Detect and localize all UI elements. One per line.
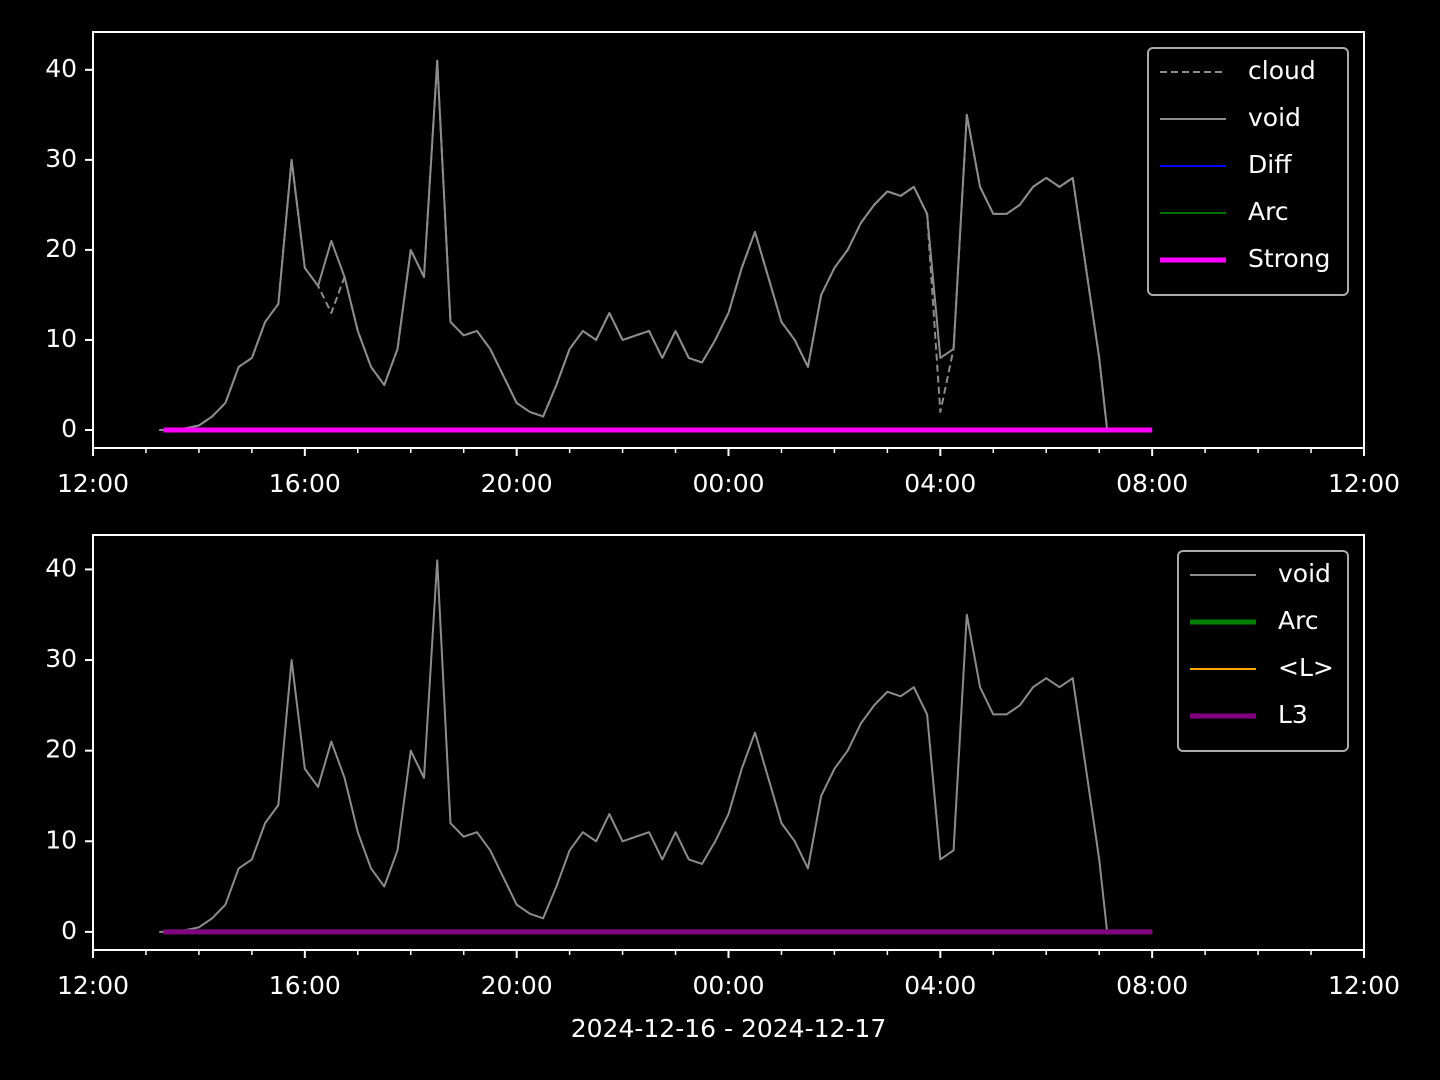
legend-label: L3 — [1278, 700, 1308, 729]
legend-frame — [1147, 47, 1349, 296]
legend-label: void — [1248, 103, 1301, 132]
legend: void Arc <L> L3 — [1177, 550, 1349, 752]
y-tick-label: 0 — [61, 916, 77, 945]
y-tick-label: 10 — [45, 324, 77, 353]
series-line — [159, 559, 1109, 933]
x-tick-label: 12:00 — [1328, 971, 1400, 1000]
y-tick-label: 0 — [61, 414, 77, 443]
y-tick-label: 30 — [45, 144, 77, 173]
y-tick-label: 20 — [45, 735, 77, 764]
x-tick-label: 16:00 — [269, 469, 341, 498]
axes: 0 10 20 30 40 12:00 16:00 20:00 00:00 04:00 08:00 1… — [45, 31, 1400, 498]
series-line — [159, 59, 1109, 431]
x-tick-label: 04:00 — [904, 469, 976, 498]
x-tick-label: 12:00 — [1328, 469, 1400, 498]
legend-label: cloud — [1248, 56, 1316, 85]
y-tick-label: 20 — [45, 234, 77, 263]
x-tick-label: 08:00 — [1116, 971, 1188, 1000]
legend-frame — [1177, 550, 1349, 752]
x-axis-label: 2024-12-16 - 2024-12-17 — [571, 1014, 887, 1043]
legend-label: Arc — [1248, 197, 1289, 226]
x-tick-label: 04:00 — [904, 971, 976, 1000]
y-tick-label: 10 — [45, 825, 77, 854]
axes: 0 10 20 30 40 12:00 16:00 20:00 00:00 04:00 08:00 1… — [45, 534, 1400, 1043]
y-tick-label: 30 — [45, 644, 77, 673]
legend-label: Strong — [1248, 244, 1330, 273]
x-tick-label: 08:00 — [1116, 469, 1188, 498]
x-tick-label: 00:00 — [692, 469, 764, 498]
legend-label: <L> — [1278, 653, 1334, 682]
legend-label: Arc — [1278, 606, 1319, 635]
y-tick-label: 40 — [45, 54, 77, 83]
legend-label: void — [1278, 559, 1331, 588]
legend-label: Diff — [1248, 150, 1292, 179]
x-tick-label: 20:00 — [481, 971, 553, 1000]
x-tick-label: 16:00 — [269, 971, 341, 1000]
x-tick-label: 12:00 — [57, 469, 129, 498]
legend: cloud void Diff Arc Strong — [1147, 47, 1349, 296]
x-tick-label: 00:00 — [692, 971, 764, 1000]
x-tick-label: 20:00 — [481, 469, 553, 498]
y-tick-label: 40 — [45, 553, 77, 582]
x-tick-label: 12:00 — [57, 971, 129, 1000]
